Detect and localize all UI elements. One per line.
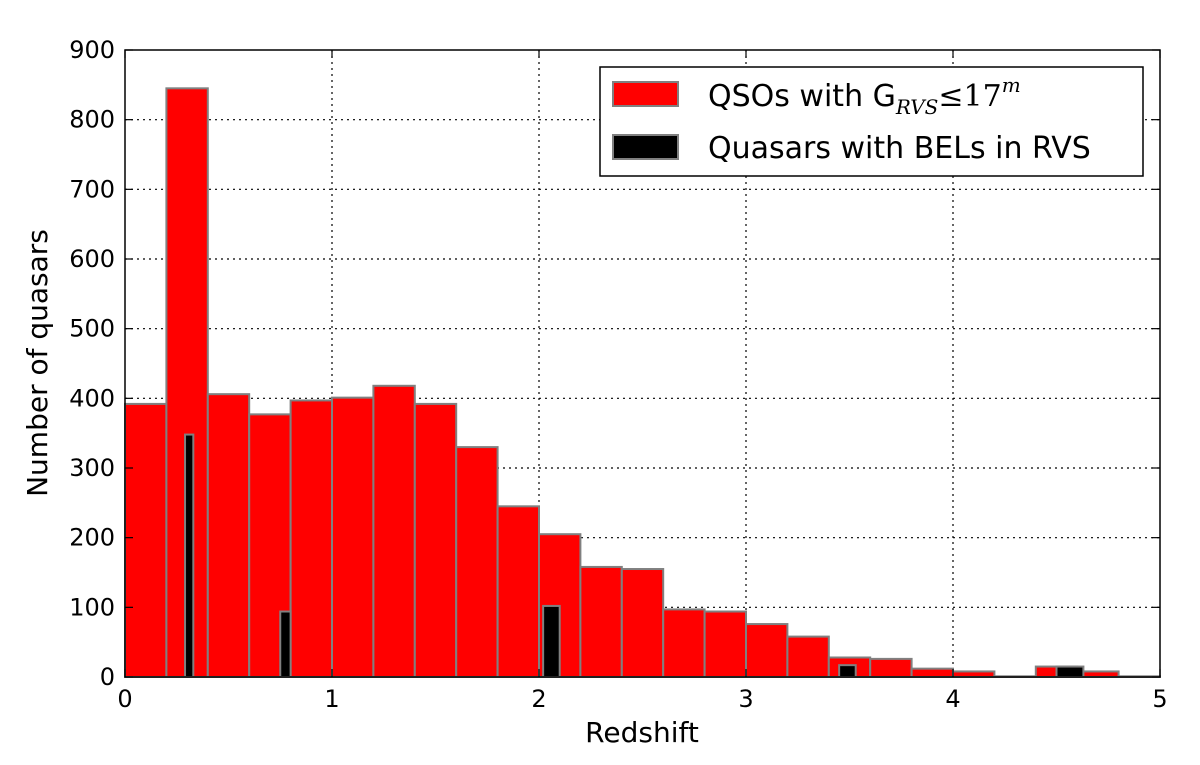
bar-qsos-11 bbox=[579, 565, 623, 679]
bar-qsos-9 bbox=[496, 505, 541, 679]
y-tick-labels: 0 100 200 300 400 500 600 700 800 900 bbox=[69, 36, 115, 691]
bar-qsos-8 bbox=[455, 446, 499, 678]
x-tick-label-2: 2 bbox=[531, 685, 546, 713]
legend-label-qsos-main: QSOs with G bbox=[708, 79, 896, 114]
legend-label-qsos: QSOs with GRVS≤17m bbox=[708, 73, 1021, 119]
legend-box bbox=[599, 66, 1144, 177]
bar-qsos-7 bbox=[413, 402, 458, 678]
bar-qsos-2 bbox=[206, 393, 251, 678]
y-tick-label-5: 500 bbox=[69, 315, 115, 343]
bar-bels-0 bbox=[184, 433, 195, 678]
bar-qsos-15 bbox=[745, 623, 789, 679]
y-axis-label: Number of quasars bbox=[21, 229, 54, 497]
x-tick-label-1: 1 bbox=[324, 685, 339, 713]
y-tick-label-0: 0 bbox=[100, 663, 115, 691]
bar-qsos-16 bbox=[786, 635, 830, 678]
legend-label-qsos-sup: m bbox=[1002, 73, 1021, 97]
y-tick-label-8: 800 bbox=[69, 106, 115, 134]
x-tick-label-3: 3 bbox=[738, 685, 753, 713]
x-tick-labels: 0 1 2 3 4 5 bbox=[117, 685, 1167, 713]
bar-qsos-14 bbox=[703, 610, 747, 678]
y-tick-label-6: 600 bbox=[69, 245, 115, 273]
legend-label-qsos-sub: RVS bbox=[895, 95, 939, 119]
bar-bels-3 bbox=[838, 664, 857, 679]
bar-qsos-12 bbox=[620, 568, 665, 678]
series-bels bbox=[184, 433, 1085, 679]
bar-qsos-13 bbox=[662, 608, 706, 679]
x-axis-label: Redshift bbox=[585, 716, 699, 749]
y-tick-label-3: 300 bbox=[69, 454, 115, 482]
bar-bels-1 bbox=[279, 610, 292, 678]
bar-bels-2 bbox=[542, 604, 561, 678]
bar-qsos-6 bbox=[372, 384, 416, 678]
x-tick-label-0: 0 bbox=[117, 685, 132, 713]
bar-qsos-20 bbox=[952, 670, 996, 679]
x-tick-label-4: 4 bbox=[945, 685, 960, 713]
legend-swatch-bels bbox=[612, 134, 679, 160]
bar-bels-4 bbox=[1055, 665, 1085, 678]
bar-qsos-0 bbox=[124, 402, 168, 678]
y-tick-label-4: 400 bbox=[69, 384, 115, 412]
plot-frame bbox=[124, 49, 1161, 678]
y-tick-label-9: 900 bbox=[69, 36, 115, 64]
axis-ticks bbox=[124, 49, 1161, 678]
bar-qsos-4 bbox=[289, 399, 334, 678]
legend-label-qsos-leq: ≤17 bbox=[938, 79, 1001, 114]
y-tick-label-7: 700 bbox=[69, 175, 115, 203]
bar-qsos-5 bbox=[331, 396, 375, 678]
y-tick-label-2: 200 bbox=[69, 524, 115, 552]
legend-label-bels: Quasars with BELs in RVS bbox=[708, 131, 1091, 166]
x-tick-label-5: 5 bbox=[1152, 685, 1167, 713]
bar-qsos-19 bbox=[910, 667, 954, 679]
legend-swatch-qsos bbox=[612, 81, 679, 107]
legend: QSOs with GRVS≤17m Quasars with BELs in … bbox=[599, 66, 1144, 177]
bar-qsos-18 bbox=[869, 657, 913, 678]
y-tick-label-1: 100 bbox=[69, 593, 115, 621]
